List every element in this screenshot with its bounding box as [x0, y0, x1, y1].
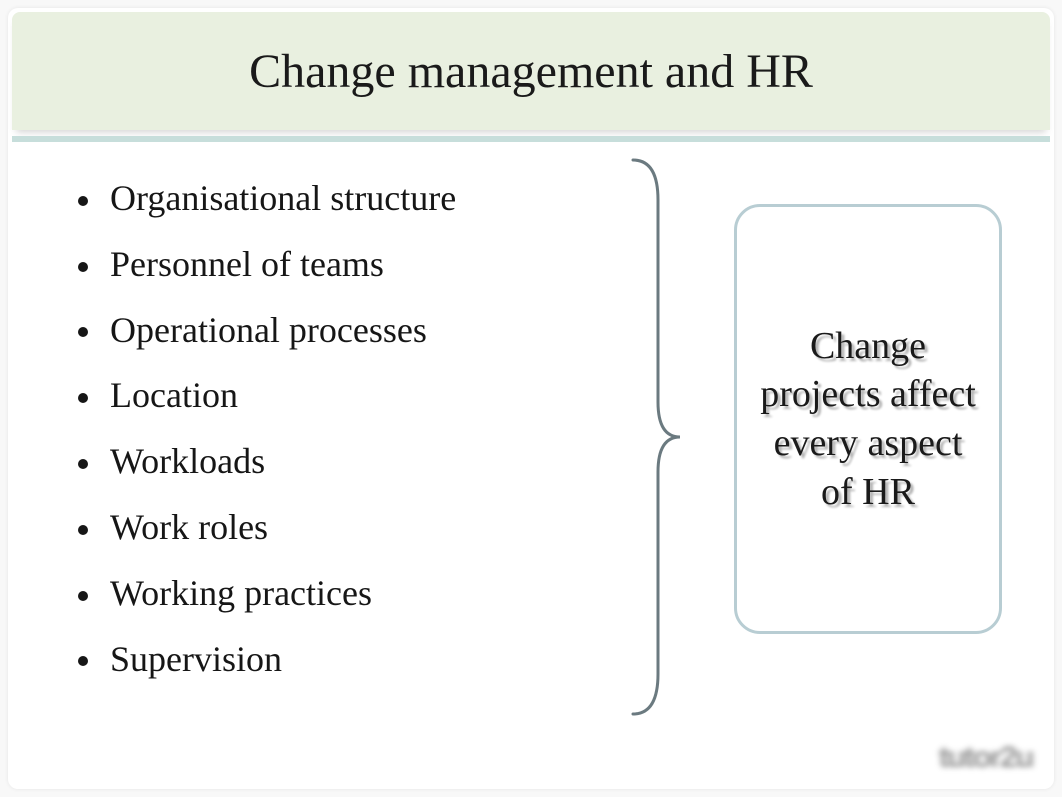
- slide: Change management and HR Organisational …: [8, 8, 1054, 789]
- list-item: Workloads: [72, 443, 592, 481]
- list-item: Working practices: [72, 575, 592, 613]
- callout-text: Change projects affect every aspect of H…: [757, 322, 979, 517]
- list-item: Work roles: [72, 509, 592, 547]
- callout-box: Change projects affect every aspect of H…: [734, 204, 1002, 634]
- list-item: Operational processes: [72, 312, 592, 350]
- list-item: Supervision: [72, 641, 592, 679]
- title-bar: Change management and HR: [12, 12, 1050, 130]
- list-item: Organisational structure: [72, 180, 592, 218]
- content-area: Organisational structure Personnel of te…: [8, 158, 1054, 789]
- watermark: tutor2u: [938, 741, 1032, 775]
- title-divider: [12, 136, 1050, 142]
- list-item: Personnel of teams: [72, 246, 592, 284]
- curly-brace: [618, 152, 688, 722]
- list-item: Location: [72, 377, 592, 415]
- bullet-list: Organisational structure Personnel of te…: [72, 180, 592, 706]
- slide-title: Change management and HR: [249, 44, 813, 99]
